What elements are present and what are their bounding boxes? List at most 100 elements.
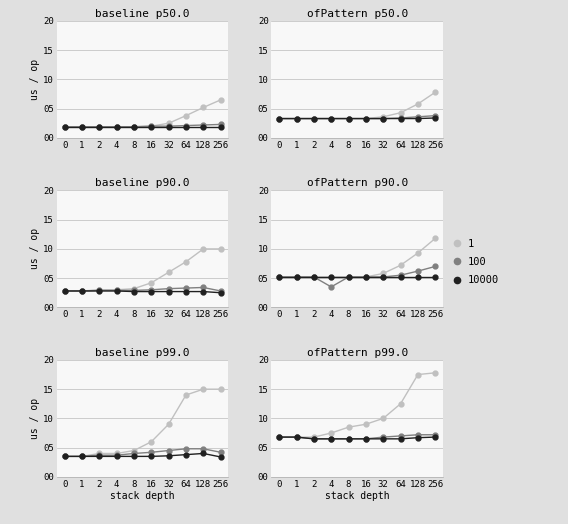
Title: ofPattern p90.0: ofPattern p90.0 [307,178,408,188]
10000 [345,115,352,122]
10000 [131,453,137,460]
100 [293,434,300,440]
100 [276,115,283,122]
Title: baseline p90.0: baseline p90.0 [95,178,190,188]
1 [113,124,120,130]
1 [345,115,352,122]
1 [131,124,137,130]
1 [345,424,352,430]
Line: 1: 1 [62,246,223,293]
100 [61,453,68,460]
Line: 100: 100 [277,264,438,289]
X-axis label: stack depth: stack depth [325,492,390,501]
100 [148,449,154,455]
100 [148,123,154,129]
1 [148,280,154,286]
10000 [61,288,68,294]
100 [415,268,421,274]
10000 [397,436,404,442]
10000 [432,274,438,280]
100 [362,115,369,122]
10000 [293,115,300,122]
10000 [397,115,404,122]
10000 [380,115,387,122]
1 [78,124,85,130]
1 [311,115,318,122]
Legend: 1, 100, 10000: 1, 100, 10000 [454,238,499,286]
100 [182,285,189,291]
1 [61,453,68,460]
Title: ofPattern p50.0: ofPattern p50.0 [307,9,408,19]
10000 [380,274,387,280]
10000 [61,124,68,130]
1 [148,439,154,445]
100 [113,124,120,130]
1 [293,434,300,440]
100 [345,115,352,122]
100 [131,450,137,456]
1 [345,274,352,280]
1 [362,115,369,122]
100 [148,287,154,293]
10000 [293,274,300,280]
10000 [362,115,369,122]
1 [165,421,172,428]
Y-axis label: us / op: us / op [31,228,40,269]
10000 [217,454,224,460]
1 [293,115,300,122]
100 [96,452,103,458]
10000 [380,436,387,442]
100 [328,436,335,442]
1 [380,114,387,120]
100 [200,122,207,128]
10000 [148,288,154,294]
Line: 10000: 10000 [62,289,223,295]
1 [113,450,120,456]
1 [397,110,404,116]
10000 [415,115,421,122]
1 [276,434,283,440]
1 [61,124,68,130]
100 [217,288,224,294]
1 [380,415,387,421]
100 [78,124,85,130]
100 [362,274,369,280]
10000 [200,288,207,294]
1 [397,262,404,268]
10000 [182,124,189,130]
100 [217,121,224,127]
Line: 10000: 10000 [62,124,223,129]
10000 [217,124,224,130]
Line: 10000: 10000 [277,435,438,441]
10000 [362,274,369,280]
10000 [78,453,85,460]
10000 [328,274,335,280]
1 [293,274,300,280]
10000 [182,288,189,294]
100 [182,123,189,129]
100 [96,287,103,293]
100 [432,263,438,269]
10000 [131,124,137,130]
1 [432,369,438,376]
10000 [276,115,283,122]
100 [397,115,404,121]
10000 [311,436,318,442]
1 [362,274,369,280]
100 [328,284,335,290]
10000 [311,115,318,122]
Line: 10000: 10000 [277,116,438,121]
X-axis label: stack depth: stack depth [110,492,175,501]
Line: 10000: 10000 [277,275,438,279]
100 [165,123,172,129]
Title: baseline p99.0: baseline p99.0 [95,348,190,358]
10000 [165,453,172,459]
1 [61,288,68,294]
10000 [96,288,103,294]
1 [165,120,172,126]
1 [415,250,421,256]
100 [131,124,137,130]
10000 [217,290,224,296]
Line: 100: 100 [62,446,223,459]
10000 [345,436,352,442]
